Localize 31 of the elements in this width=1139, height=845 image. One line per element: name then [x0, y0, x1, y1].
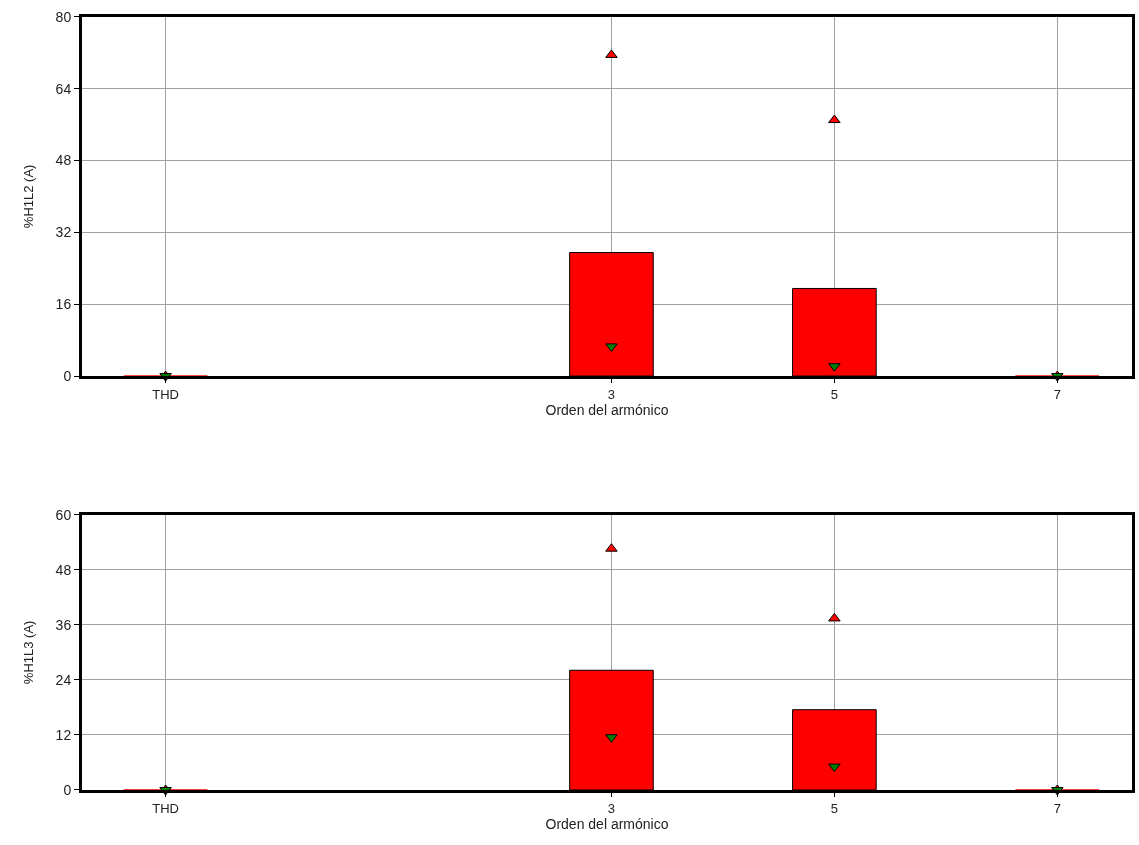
bar [569, 252, 654, 377]
y-tick-label: 48 [55, 561, 72, 578]
x-tick-label: 7 [1053, 386, 1061, 402]
x-axis-title: Orden del armónico [545, 401, 669, 418]
x-tick-label: 7 [1053, 800, 1061, 816]
y-tick-label: 48 [55, 152, 72, 169]
y-tick-label: 16 [55, 296, 72, 313]
x-tick-label: 3 [607, 386, 616, 402]
x-tick-label: 3 [607, 800, 616, 816]
y-tick-label: 32 [55, 224, 72, 241]
bar [792, 709, 877, 790]
x-axis-title: Orden del armónico [545, 815, 669, 832]
x-tick-label: 5 [830, 386, 839, 402]
point [828, 114, 841, 124]
y-tick-label: 80 [55, 8, 72, 25]
bar [569, 669, 654, 790]
y-tick-label: 0 [63, 781, 72, 798]
y-axis-title: %H1L3 (A) [20, 620, 36, 685]
y-tick-label: 60 [55, 506, 72, 523]
y-tick-label: 12 [55, 726, 72, 743]
point [828, 612, 841, 622]
x-tick-label: THD [152, 386, 179, 402]
x-tick-label: THD [152, 800, 179, 816]
y-axis-title: %H1L2 (A) [20, 164, 36, 229]
point [828, 763, 841, 773]
y-tick-label: 64 [55, 80, 72, 97]
x-tick-label: 5 [830, 800, 839, 816]
y-tick-label: 24 [55, 671, 72, 688]
y-tick-label: 36 [55, 616, 72, 633]
y-tick-label: 0 [63, 367, 72, 384]
bar [792, 287, 877, 377]
